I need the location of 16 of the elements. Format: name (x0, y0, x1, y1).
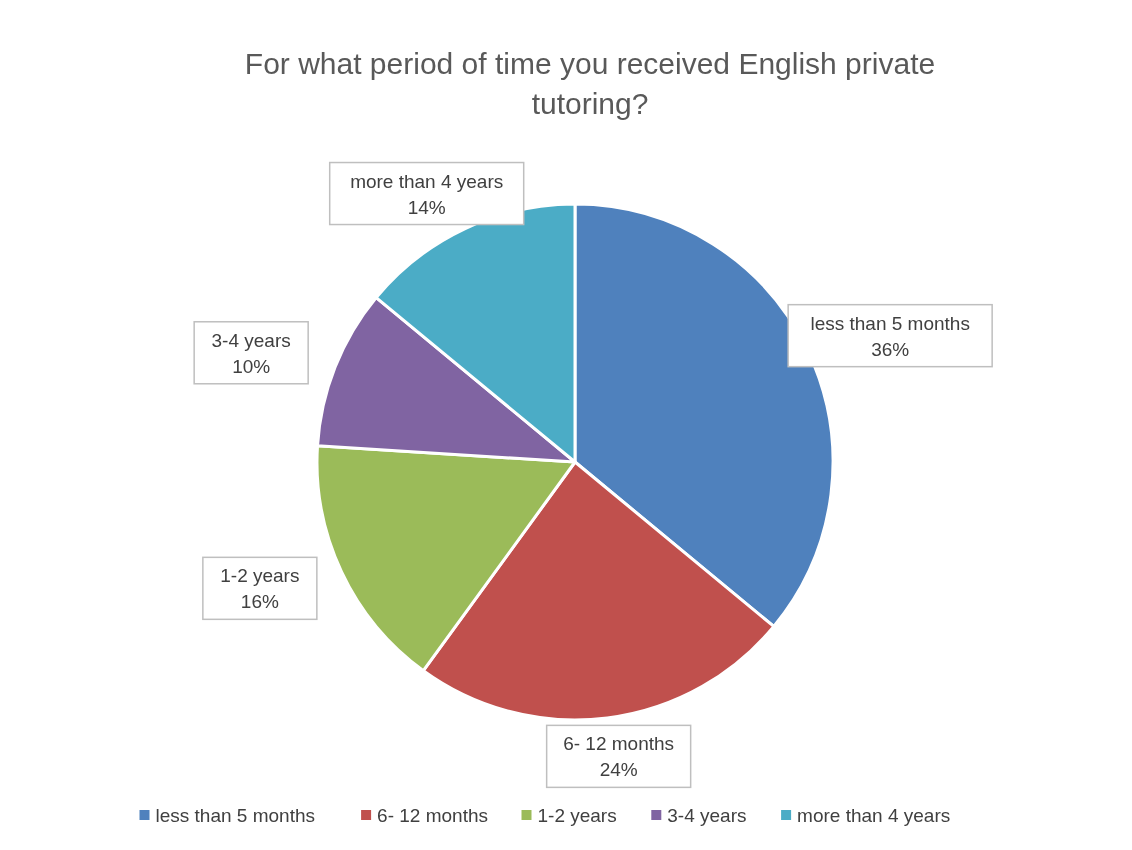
legend-label: 3-4 years (667, 805, 747, 826)
data-label: 16% (240, 591, 279, 613)
legend-label: less than 5 months (155, 805, 315, 826)
legend-label: 6- 12 months (377, 805, 489, 826)
data-label: 36% (871, 338, 910, 360)
slice-label: more than 4 years (350, 170, 504, 192)
data-label: 14% (407, 196, 446, 218)
slice-label: 1-2 years (220, 565, 300, 587)
legend-label: 1-2 years (537, 805, 617, 826)
slice-label: 3-4 years (211, 329, 291, 351)
slice-label: less than 5 months (810, 312, 970, 334)
chart-title: For what period of time you received English private tutoring? (244, 47, 936, 120)
data-label: 10% (232, 355, 271, 377)
data-label: 24% (599, 759, 638, 781)
legend-label: more than 4 years (797, 805, 951, 826)
slice-label: 6- 12 months (563, 733, 675, 755)
